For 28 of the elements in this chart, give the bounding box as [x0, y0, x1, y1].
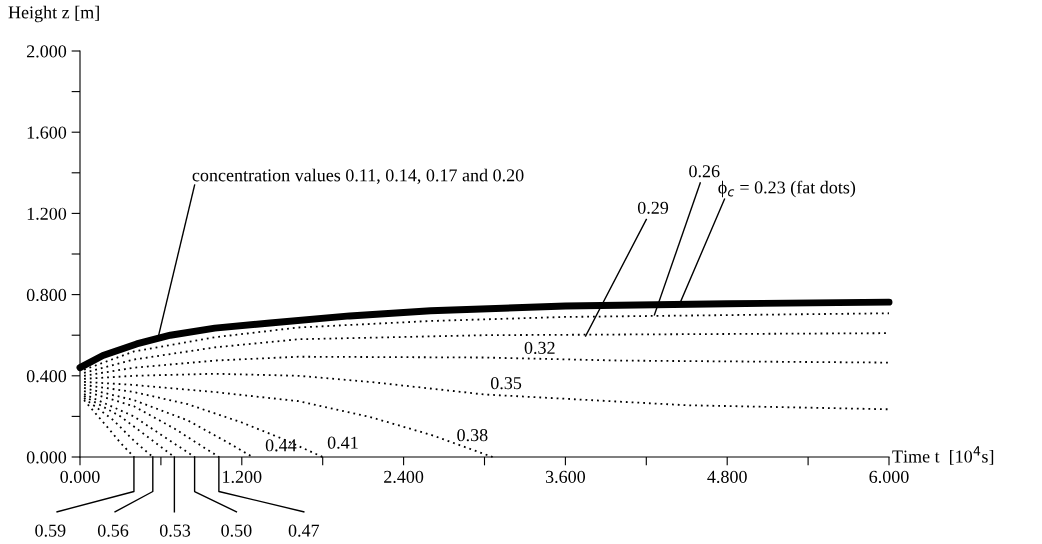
- annotation: 0.41: [327, 436, 358, 449]
- annotation: 0.56: [97, 524, 129, 537]
- annotation: 0.59: [35, 524, 66, 537]
- annotation: 0.35: [490, 377, 522, 390]
- annotation: ϕ$_{c}$ = 0.23 (fat dots): [718, 180, 856, 198]
- annotation: 0.29: [637, 201, 669, 214]
- annotation: 0.50: [221, 524, 252, 537]
- x-tick-label: 0.000: [60, 470, 100, 483]
- y-tick-label: 2.000: [26, 45, 67, 58]
- annotation: 0.38: [457, 429, 488, 442]
- y-tick-label: 0.000: [26, 451, 67, 464]
- annotation: 0.44: [265, 439, 297, 452]
- annotation: 0.26: [689, 165, 720, 178]
- y-tick-label: 1.600: [27, 126, 67, 139]
- x-tick-label: 6.000: [869, 470, 909, 483]
- x-tick-label: 4.800: [707, 470, 747, 483]
- annotation: 0.47: [288, 524, 320, 537]
- annotation: concentration values 0.11, 0.14, 0.17 and 0.20: [192, 168, 524, 184]
- x-tick-label: 1.200: [223, 470, 262, 483]
- y-tick-label: 0.400: [26, 370, 67, 383]
- x-tick-label: 3.600: [545, 470, 586, 483]
- y-tick-label: 1.200: [27, 207, 67, 220]
- annotation: 0.32: [524, 341, 555, 355]
- x-tick-label: 2.400: [384, 470, 424, 483]
- x-axis-title: Time t [10$^{4}$s]: [892, 446, 994, 465]
- y-axis-title: Height z [m]: [8, 5, 99, 23]
- annotation: 0.53: [159, 524, 191, 537]
- y-tick-label: 0.800: [26, 288, 67, 302]
